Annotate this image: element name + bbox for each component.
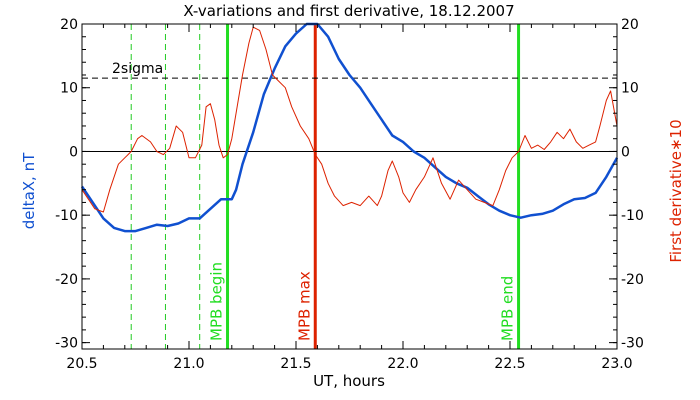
y-tick-label-left: 10	[60, 81, 78, 97]
plot-frame	[81, 23, 618, 350]
y-tick-label-left: 0	[69, 144, 78, 160]
y-tick-label-right: 20	[621, 17, 639, 33]
chart-title: X-variations and first derivative, 18.12…	[183, 2, 514, 20]
threshold-label: 2sigma	[112, 61, 163, 77]
series-line-deltax	[80, 22, 619, 233]
event-marker-label: MPB max	[295, 271, 313, 341]
y-axis-label-left: deltaX, nT	[20, 152, 38, 229]
y-axis-label-right: First derivative∗10	[667, 119, 685, 262]
series-line-derivative	[81, 26, 618, 213]
x-tick-label: 23.0	[601, 356, 632, 372]
y-tick-label-left: -30	[55, 336, 78, 352]
x-tick-label: 22.0	[387, 356, 418, 372]
y-tick-label-right: -30	[621, 336, 644, 352]
y-tick-label-right: 10	[621, 81, 639, 97]
y-tick-label-left: -10	[55, 208, 78, 224]
reference-lines	[82, 77, 617, 152]
y-tick-label-right: -20	[621, 272, 644, 288]
event-marker-label: MPB begin	[208, 262, 226, 341]
x-tick-label: 21.5	[280, 356, 311, 372]
y-tick-label-right: -10	[621, 208, 644, 224]
axes-layer: 20.5 21.0 21.5 22.0 22.5 23.0 20 20 10 10 0 0 -10 -10…	[55, 17, 644, 372]
y-tick-label-left: 20	[60, 17, 78, 33]
x-axis-label: UT, hours	[313, 372, 385, 390]
x-tick-label: 22.5	[494, 356, 525, 372]
y-tick-label-right: 0	[621, 144, 630, 160]
x-tick-label: 20.5	[66, 356, 97, 372]
x-tick-label: 21.0	[173, 356, 204, 372]
y-tick-label-left: -20	[55, 272, 78, 288]
event-marker-label: MPB end	[499, 276, 517, 341]
series-layer	[80, 22, 619, 233]
